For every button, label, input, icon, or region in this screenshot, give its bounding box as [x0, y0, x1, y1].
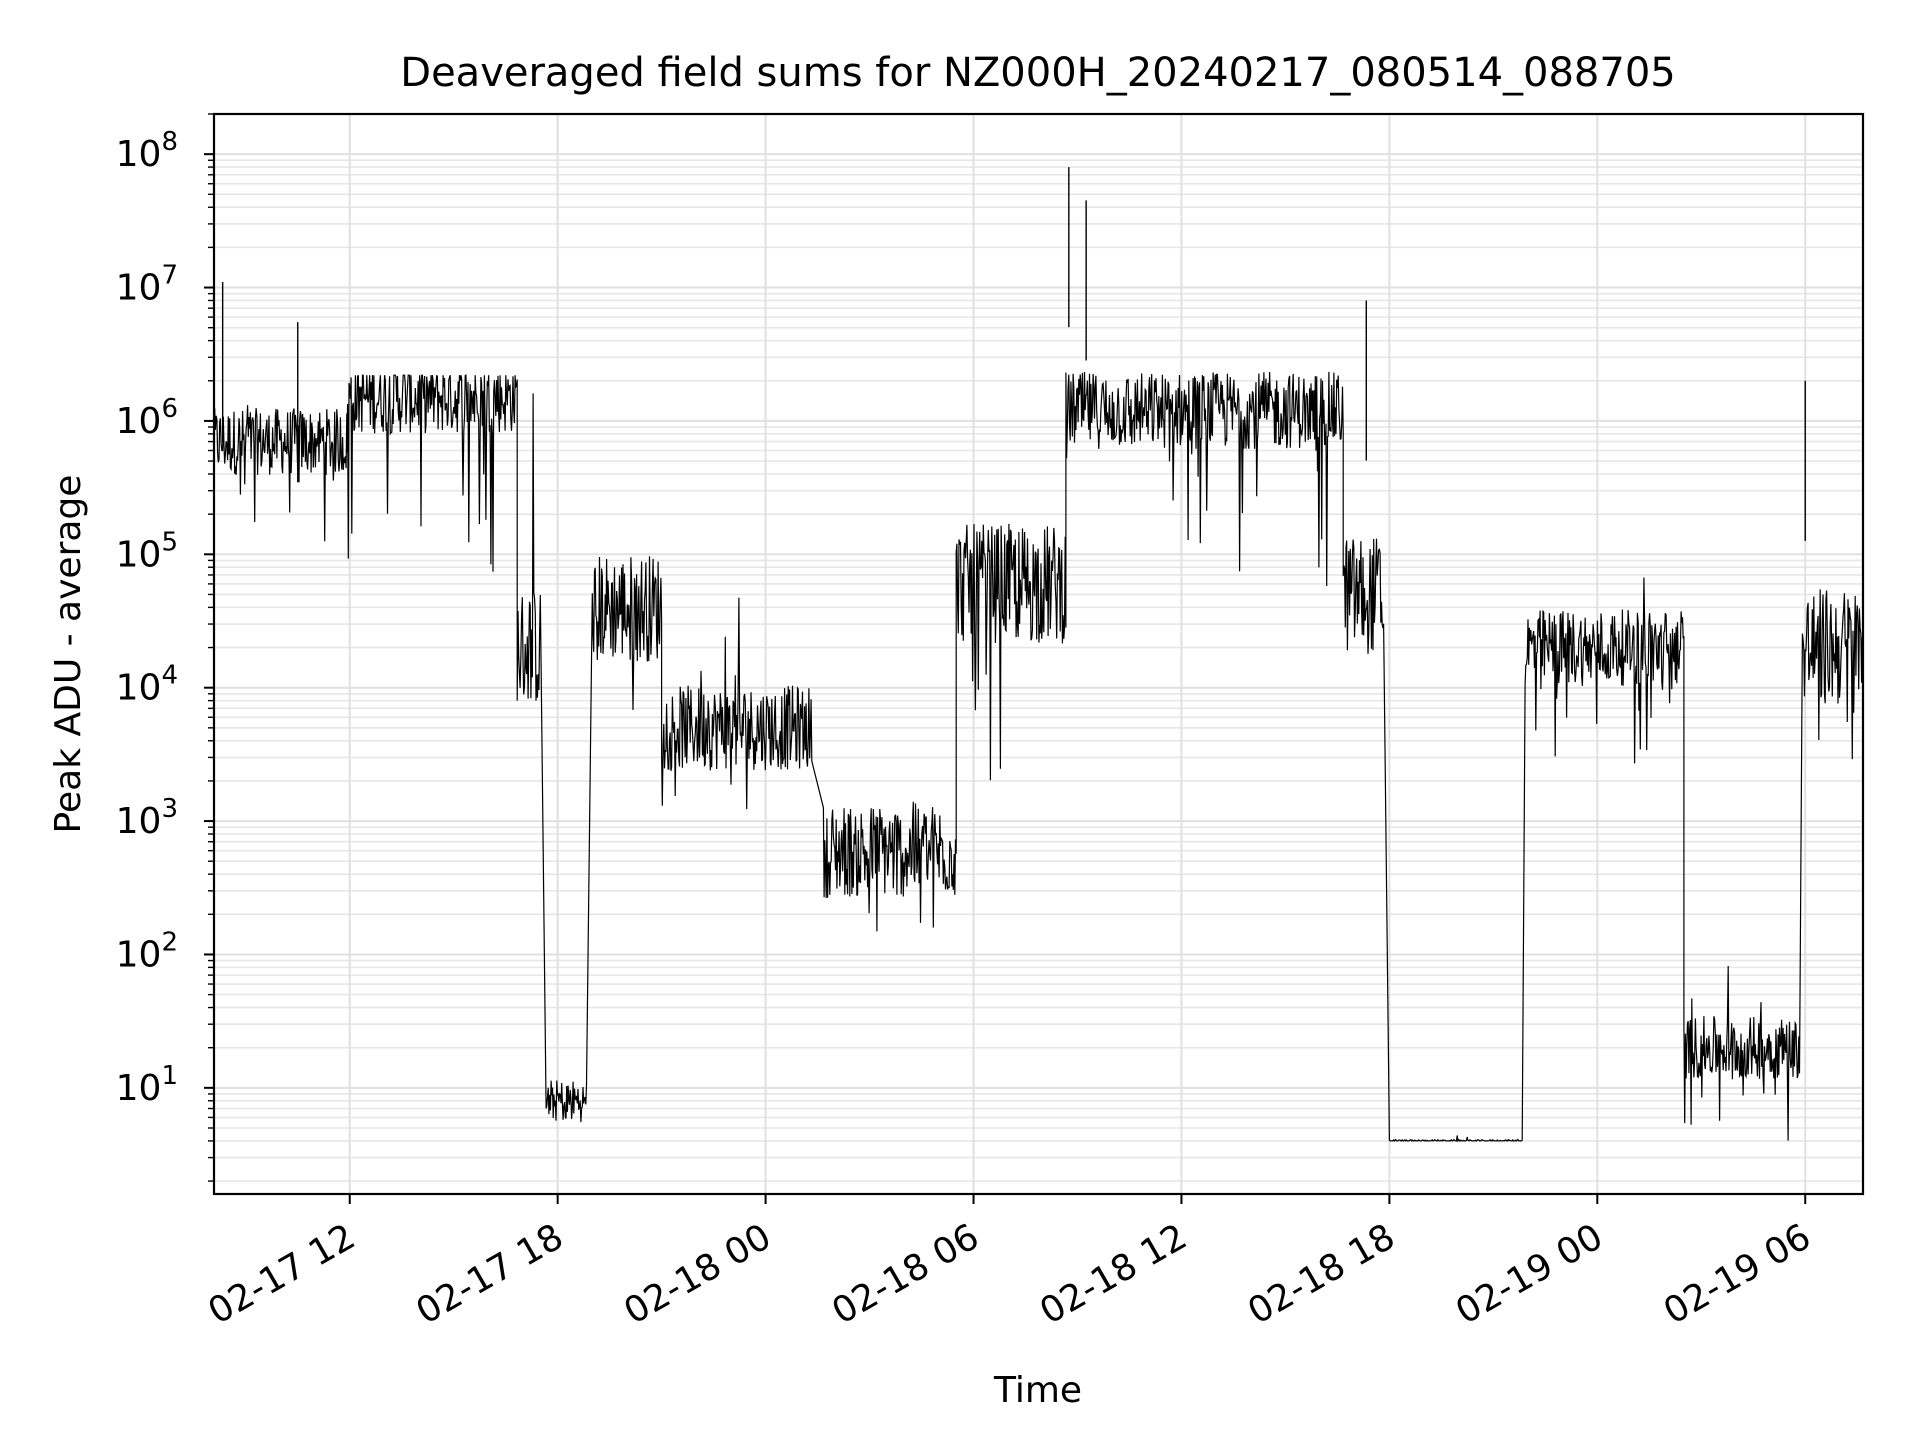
y-tick-label: 101	[116, 1061, 178, 1109]
y-axis-label: Peak ADU - average	[48, 475, 89, 834]
plot-area	[214, 167, 1863, 1143]
y-tick-label: 107	[116, 261, 178, 309]
plot-frame	[212, 112, 1865, 1196]
series-line	[214, 371, 1863, 1143]
y-tick-label: 105	[116, 527, 178, 575]
y-axis: 101 102 103 104 105 106 107 108	[116, 113, 214, 1182]
y-tick-label: 102	[116, 927, 178, 975]
y-tick-label: 103	[116, 794, 178, 842]
y-tick-label: 108	[116, 127, 178, 175]
chart-title: Deaveraged field sums for NZ000H_2024021…	[400, 50, 1675, 96]
y-tick-label: 106	[116, 394, 178, 442]
y-tick-label: 104	[116, 661, 178, 709]
x-axis-label: Time	[993, 1370, 1082, 1411]
